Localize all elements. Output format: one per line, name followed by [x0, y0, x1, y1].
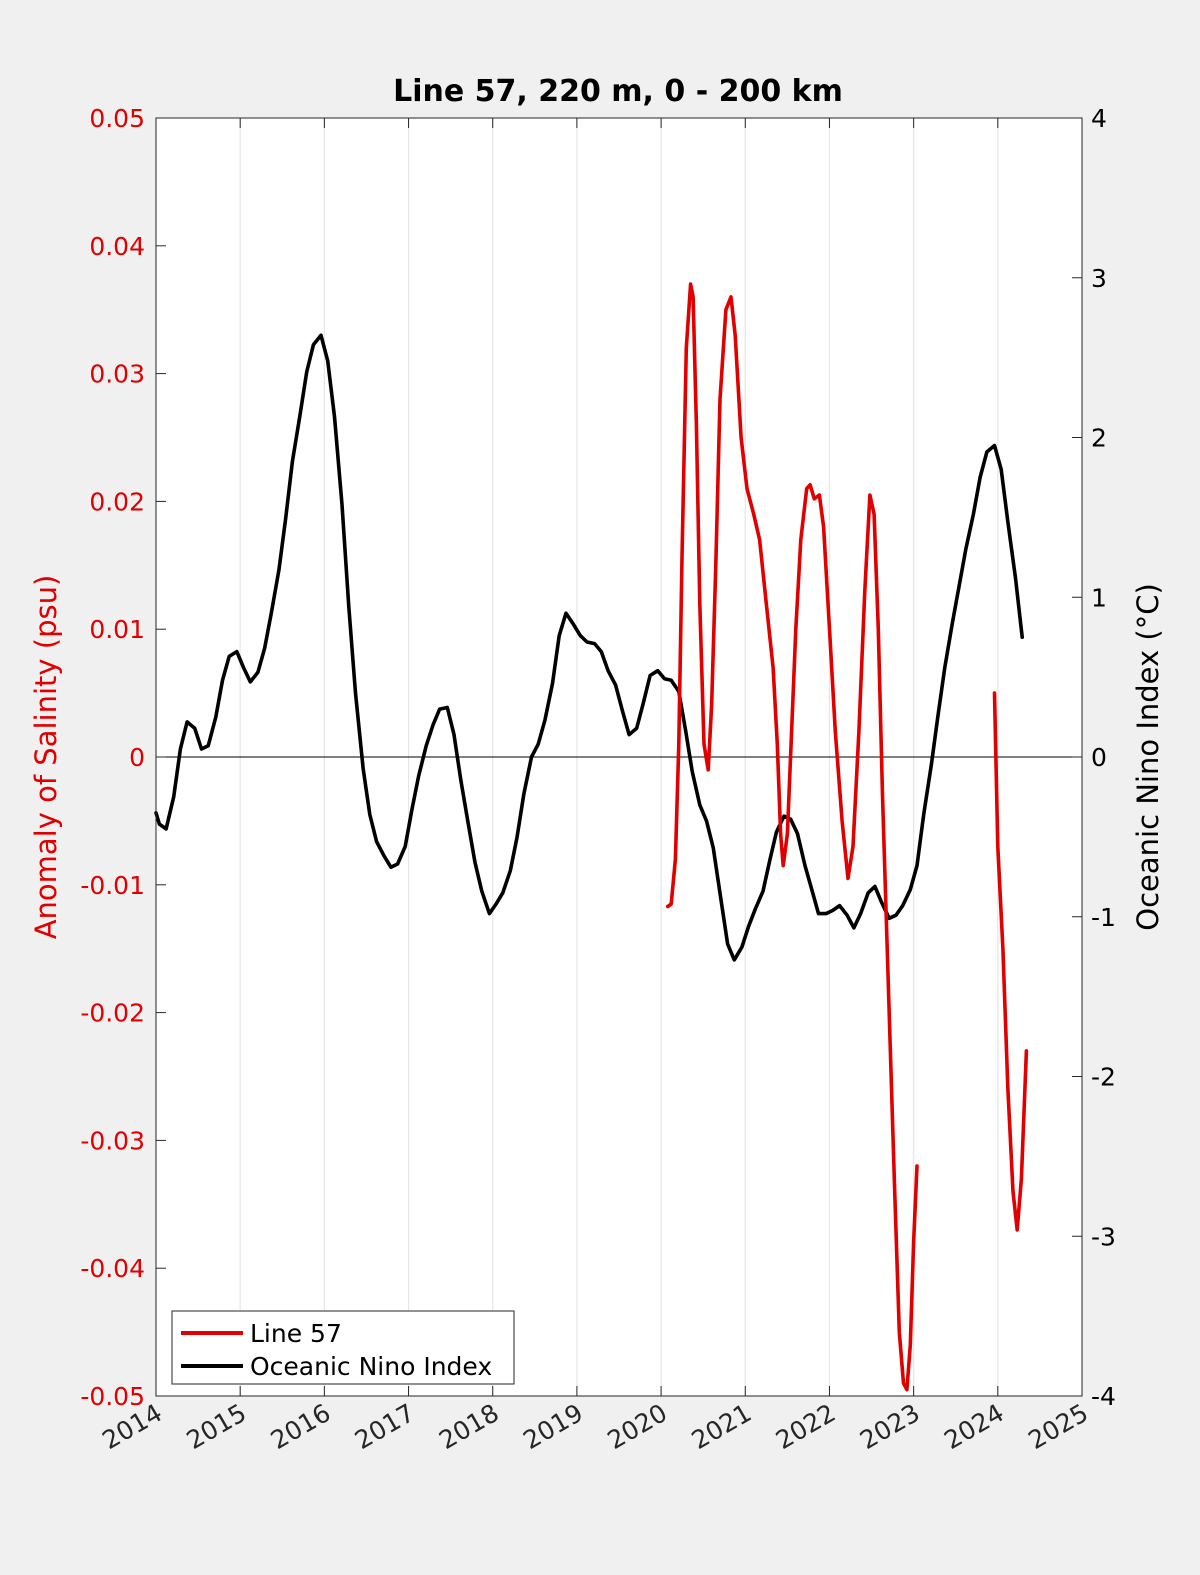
line57-series-line-segment-2 — [992, 691, 1029, 1232]
oni-series-line-segment-1 — [154, 333, 1024, 962]
y-right-tick-label: 1 — [1091, 583, 1107, 612]
legend-label-oni: Oceanic Nino Index — [250, 1352, 492, 1381]
y-right-tick-label: -3 — [1091, 1222, 1116, 1251]
y-right-tick-label: 3 — [1091, 264, 1107, 293]
chart-title: Line 57, 220 m, 0 - 200 km — [393, 74, 843, 109]
y-right-tick-label: 0 — [1091, 743, 1107, 772]
y-right-tick-label: 4 — [1091, 104, 1107, 133]
y-left-tick-label: 0.05 — [89, 104, 145, 133]
y-left-tick-label: 0.03 — [89, 360, 145, 389]
y-left-tick-label: -0.01 — [80, 871, 145, 900]
y-right-tick-label: -4 — [1091, 1382, 1116, 1411]
y-left-tick-label: -0.05 — [80, 1382, 145, 1411]
y-left-tick-label: -0.03 — [80, 1126, 145, 1155]
y-left-tick-label: 0 — [129, 743, 145, 772]
series-layer — [154, 282, 1029, 1392]
legend: Line 57 Oceanic Nino Index — [171, 1310, 515, 1385]
y-right-axis-label: Oceanic Nino Index (°C) — [1131, 583, 1165, 931]
line57-series-line-segment-1 — [666, 282, 919, 1392]
y-left-tick-label: -0.04 — [80, 1254, 145, 1283]
y-left-tick-label: 0.01 — [89, 615, 145, 644]
legend-label-line57: Line 57 — [250, 1319, 342, 1348]
y-right-tick-label: -1 — [1091, 903, 1116, 932]
legend-box — [171, 1310, 515, 1385]
y-left-axis-label: Anomaly of Salinity (psu) — [29, 575, 63, 940]
y-right-tick-label: 2 — [1091, 424, 1107, 453]
y-right-tick-label: -2 — [1091, 1063, 1116, 1092]
y-left-tick-label: 0.02 — [89, 487, 145, 516]
y-left-tick-label: -0.02 — [80, 999, 145, 1028]
y-left-tick-label: 0.04 — [89, 232, 145, 261]
